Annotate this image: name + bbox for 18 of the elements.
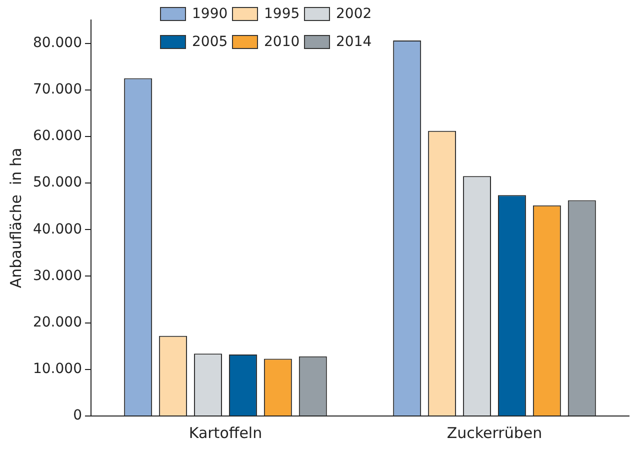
y-tick-label: 50.000 bbox=[32, 174, 82, 191]
y-tick-label: 60.000 bbox=[32, 128, 82, 144]
y-tick-label: 10.000 bbox=[32, 361, 82, 378]
legend-label: 1990 bbox=[192, 6, 228, 22]
y-tick-label: 80.000 bbox=[32, 34, 82, 51]
y-tick-label: 40.000 bbox=[32, 221, 82, 238]
y-tick-label: 30.000 bbox=[32, 268, 82, 284]
y-tick-label: 70.000 bbox=[32, 82, 82, 98]
legend-label: 1995 bbox=[264, 6, 300, 22]
y-axis-title: Anbaufläche in ha bbox=[6, 148, 25, 288]
legend-label: 2005 bbox=[192, 34, 228, 50]
x-tick-label: Zuckerrüben bbox=[446, 424, 542, 442]
legend-label: 2002 bbox=[336, 6, 372, 22]
y-tick-label: 20.000 bbox=[32, 314, 82, 330]
legend-label: 2014 bbox=[336, 34, 372, 50]
x-tick-label: Kartoffeln bbox=[188, 424, 262, 442]
y-tick-label: 0 bbox=[73, 408, 82, 424]
legend-label: 2010 bbox=[264, 34, 300, 50]
